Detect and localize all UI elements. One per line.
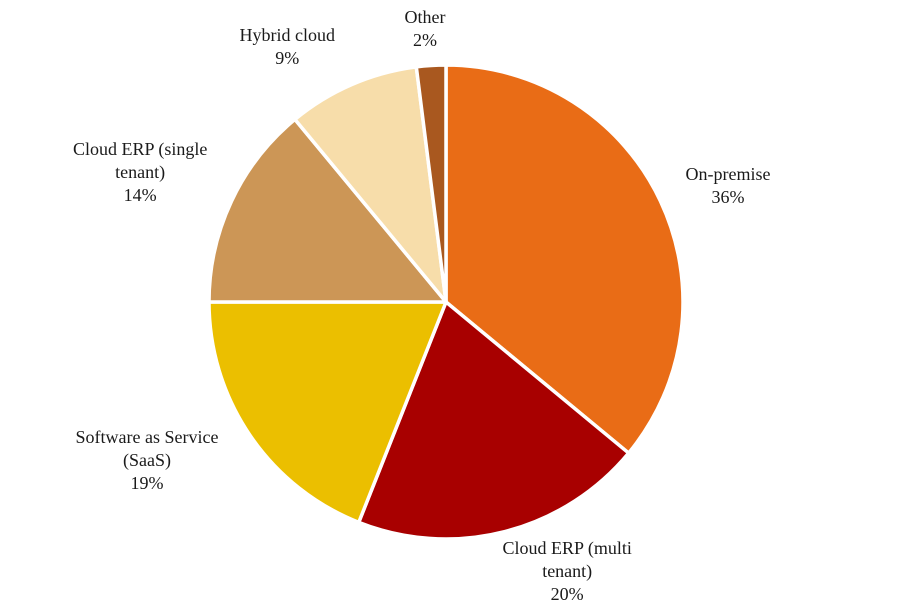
slice-value-label: 20% <box>550 584 584 604</box>
slice-label-hybrid-cloud: Hybrid cloud 9% <box>240 24 335 70</box>
slice-label-text: tenant) <box>542 561 593 581</box>
slice-label-on-premise: On-premise 36% <box>686 163 771 209</box>
slice-value-label: 2% <box>412 30 437 50</box>
pie-slice-cloud-erp-multi-tenant <box>357 300 631 541</box>
pie-slice-on-premise <box>444 63 685 455</box>
pie-slice-hybrid-cloud <box>293 65 448 304</box>
slice-label-software-as-service-saas: Software as Service (SaaS) 19% <box>76 426 219 495</box>
slice-label-text: Cloud ERP (single <box>73 139 208 159</box>
slice-label-text: tenant) <box>115 162 166 182</box>
slice-label-cloud-erp-multi-tenant: Cloud ERP (multi tenant) 20% <box>503 537 632 606</box>
slice-label-text: Other <box>404 7 446 27</box>
slice-label-text: Hybrid cloud <box>239 25 335 45</box>
slice-value-label: 19% <box>130 473 164 493</box>
slice-value-label: 36% <box>711 187 745 207</box>
pie-slice-software-as-service-saas <box>207 300 448 525</box>
slice-value-label: 9% <box>275 48 300 68</box>
pie-slice-other <box>414 63 448 304</box>
slice-label-other: Other 2% <box>405 6 446 52</box>
slice-label-text: Software as Service <box>75 427 219 447</box>
slice-label-text: Cloud ERP (multi <box>502 538 632 558</box>
slice-label-cloud-erp-single-tenant: Cloud ERP (single tenant) 14% <box>73 138 207 207</box>
slice-label-text: (SaaS) <box>122 450 171 470</box>
slice-label-text: On-premise <box>685 164 771 184</box>
pie-slice-cloud-erp-single-tenant <box>207 117 448 304</box>
slice-value-label: 14% <box>123 185 157 205</box>
